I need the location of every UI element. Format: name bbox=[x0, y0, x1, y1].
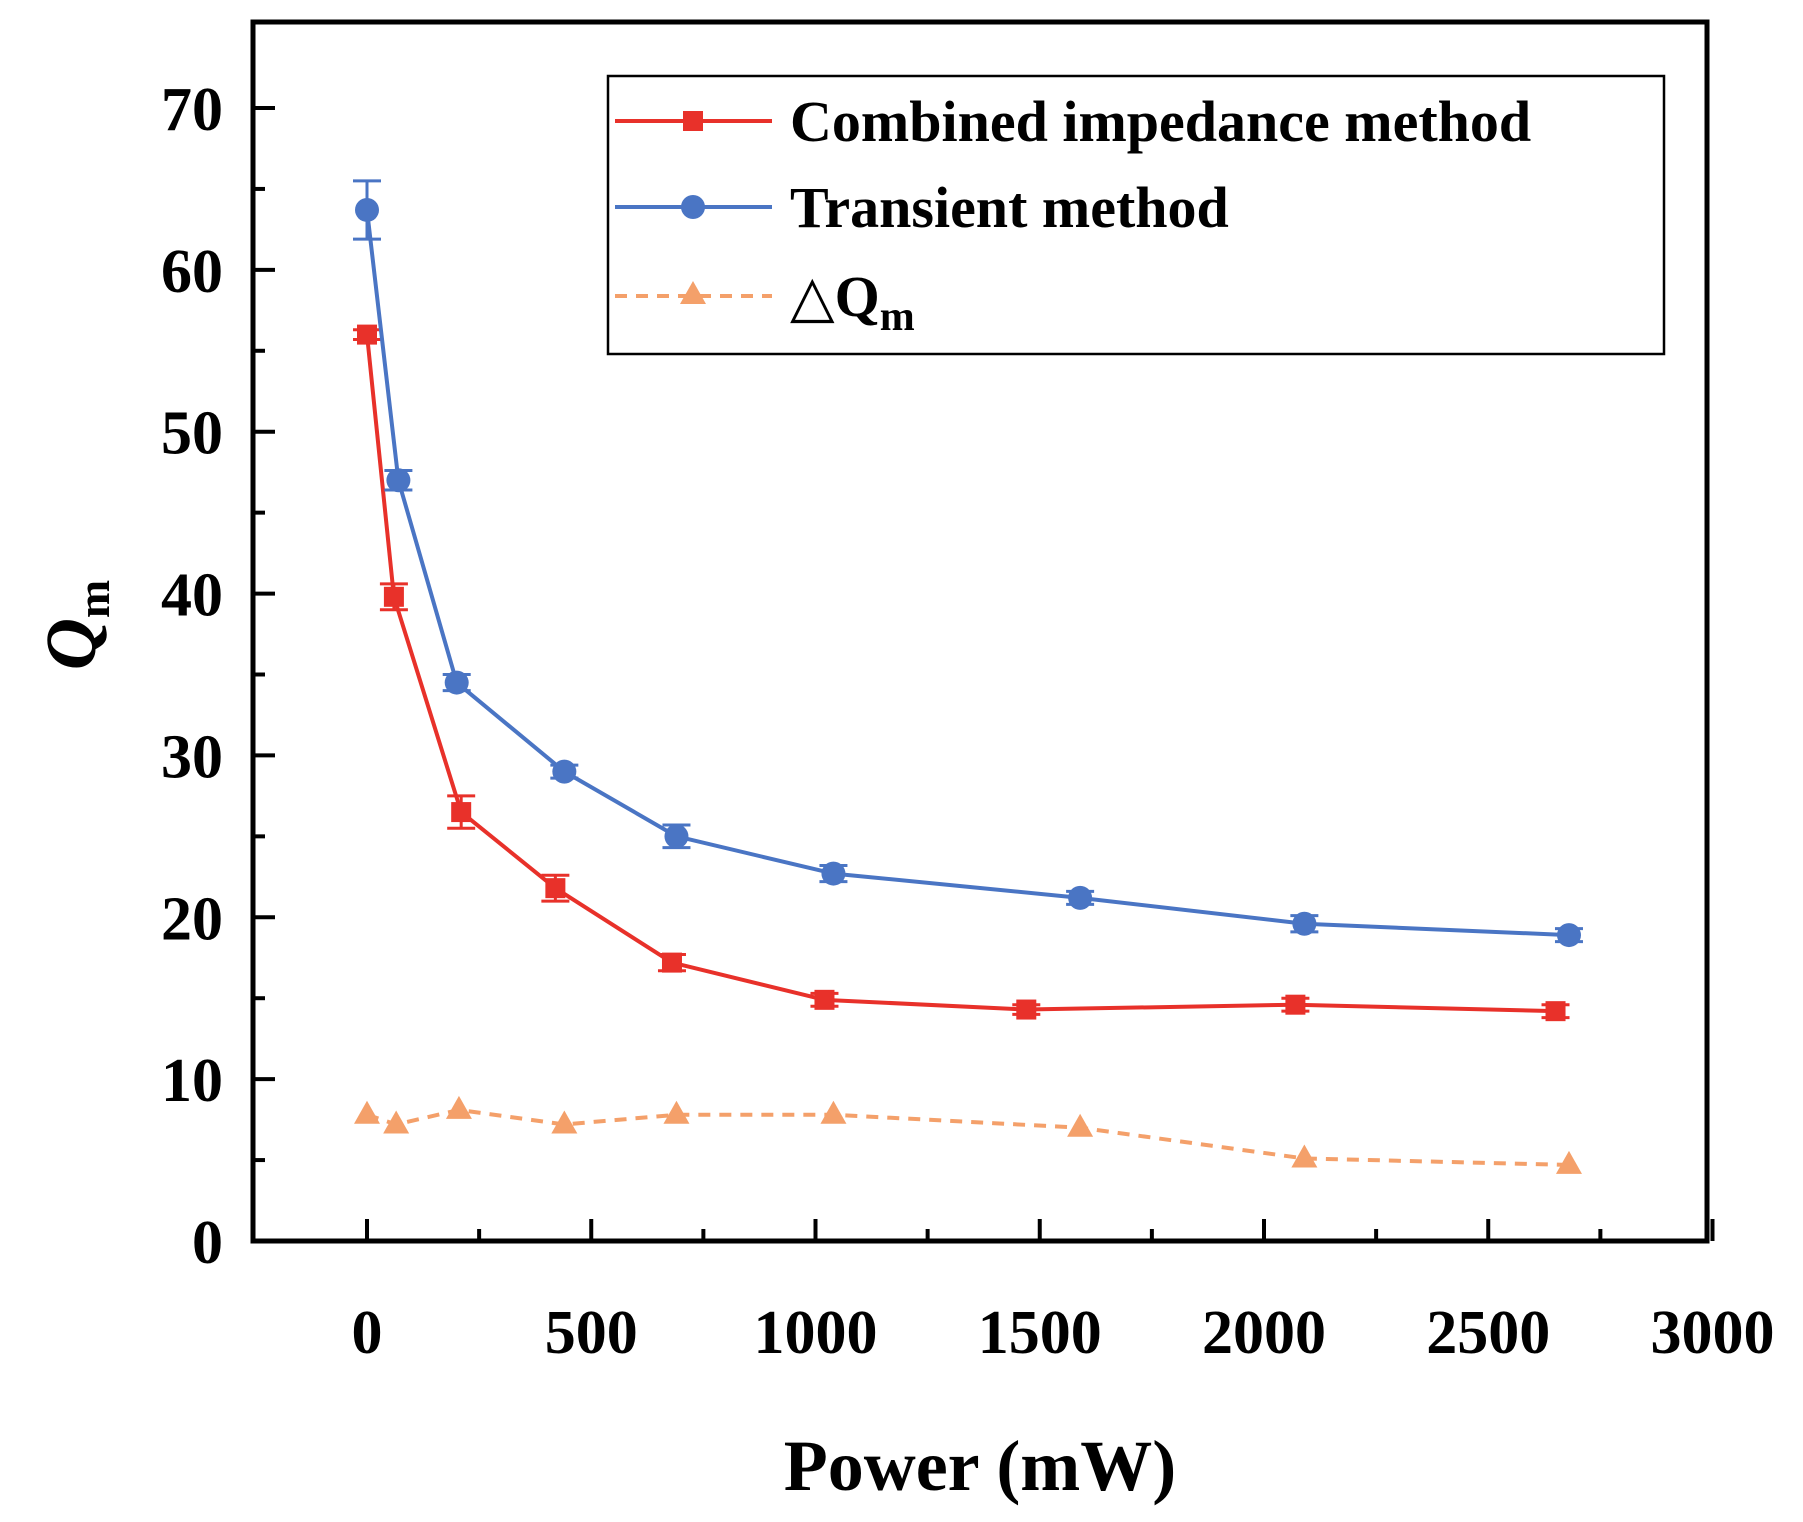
data-point bbox=[1016, 999, 1037, 1020]
legend-label-delta-sub: m bbox=[880, 294, 915, 340]
legend-label-combined: Combined impedance method bbox=[790, 89, 1531, 154]
data-point bbox=[1291, 1144, 1318, 1168]
x-axis-title: Power (mW) bbox=[784, 1426, 1177, 1506]
data-point bbox=[1285, 994, 1306, 1015]
data-point bbox=[545, 878, 566, 899]
y-axis-title-base: Q bbox=[31, 618, 111, 670]
data-point bbox=[357, 324, 377, 345]
data-point bbox=[1545, 1001, 1566, 1022]
data-point bbox=[355, 197, 379, 222]
y-tick-label: 30 bbox=[161, 723, 223, 791]
legend-marker-delta bbox=[680, 281, 706, 304]
data-point bbox=[1068, 885, 1093, 910]
x-tick-label: 1000 bbox=[754, 1299, 878, 1367]
axis-ticks: 0 10 20 30 40 50 60 70 0 500 1000 1500 2000 2500 3000 bbox=[161, 76, 1775, 1367]
x-tick-label: 2000 bbox=[1202, 1299, 1326, 1367]
data-point bbox=[1556, 923, 1581, 948]
x-tick-label: 0 bbox=[352, 1299, 383, 1367]
y-tick-label: 10 bbox=[161, 1047, 223, 1115]
data-point bbox=[383, 586, 404, 607]
x-tick-label: 1500 bbox=[978, 1299, 1102, 1367]
y-tick-label: 20 bbox=[161, 885, 223, 953]
data-point bbox=[386, 468, 411, 493]
y-tick-label: 0 bbox=[192, 1209, 223, 1277]
data-point bbox=[821, 861, 846, 886]
data-point bbox=[551, 1110, 578, 1134]
y-tick-label: 60 bbox=[161, 238, 223, 306]
y-tick-label: 50 bbox=[161, 400, 223, 468]
legend-label-transient: Transient method bbox=[790, 175, 1229, 240]
plot-frame bbox=[250, 19, 1710, 1244]
legend: Combined impedance method Transient meth… bbox=[606, 74, 1666, 356]
x-tick-label: 3000 bbox=[1651, 1299, 1775, 1367]
data-point bbox=[354, 1100, 380, 1124]
data-point bbox=[1067, 1113, 1094, 1137]
data-point bbox=[383, 1110, 410, 1134]
series-line bbox=[366, 1107, 1570, 1167]
data-point bbox=[445, 1095, 472, 1119]
y-axis-title: Qm bbox=[31, 580, 119, 670]
y-tick-label: 70 bbox=[161, 76, 223, 144]
series-0 bbox=[353, 324, 1570, 1022]
series-1 bbox=[353, 179, 1583, 948]
plot-series bbox=[353, 179, 1583, 1174]
data-point bbox=[664, 824, 689, 849]
legend-label-delta: △Qm bbox=[790, 264, 915, 340]
y-axis-title-sub: m bbox=[68, 580, 119, 618]
legend-box bbox=[606, 74, 1666, 356]
data-point bbox=[820, 1100, 847, 1124]
x-tick-label: 2500 bbox=[1426, 1299, 1550, 1367]
data-point bbox=[552, 759, 577, 784]
data-point bbox=[444, 670, 469, 695]
legend-marker-transient bbox=[681, 195, 705, 219]
data-point bbox=[1292, 911, 1317, 936]
legend-marker-combined bbox=[683, 111, 703, 131]
data-point bbox=[661, 952, 682, 973]
x-tick-label: 500 bbox=[545, 1299, 638, 1367]
y-tick-label: 40 bbox=[161, 562, 223, 630]
data-point bbox=[814, 989, 835, 1010]
data-point bbox=[451, 802, 472, 823]
data-point bbox=[1555, 1150, 1582, 1174]
data-point bbox=[663, 1100, 690, 1124]
series-2 bbox=[354, 1095, 1582, 1174]
legend-label-delta-base: △Q bbox=[790, 264, 880, 329]
series-line bbox=[365, 334, 1556, 1014]
